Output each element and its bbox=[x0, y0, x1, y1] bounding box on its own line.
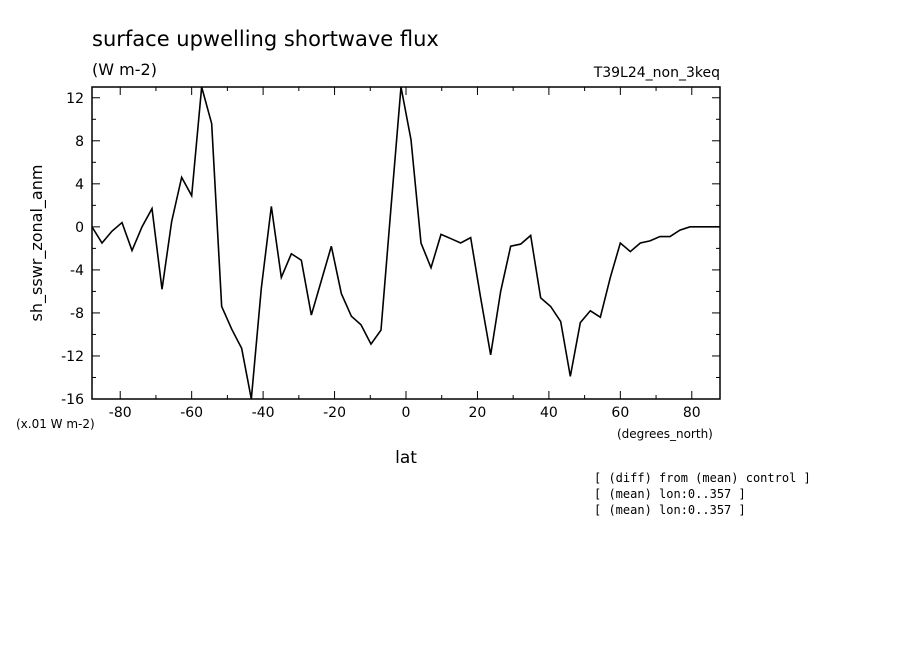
run-label: T39L24_non_3keq bbox=[593, 65, 720, 81]
x-axis-unit: (degrees_north) bbox=[617, 427, 713, 441]
note-mean-2: [ (mean) lon:0..357 ] bbox=[594, 503, 746, 517]
x-tick-label: 40 bbox=[540, 405, 558, 421]
y-tick-label: -4 bbox=[70, 263, 84, 279]
chart-title: surface upwelling shortwave flux bbox=[92, 27, 439, 51]
y-tick-label: 4 bbox=[75, 177, 84, 193]
chart-subtitle: (W m-2) bbox=[92, 60, 157, 79]
x-tick-label: -80 bbox=[109, 405, 132, 421]
y-tick-label: 12 bbox=[66, 91, 84, 107]
y-tick-label: 0 bbox=[75, 220, 84, 236]
y-axis-label: sh_sswr_zonal_anm bbox=[27, 165, 47, 322]
series-line bbox=[91, 86, 720, 400]
y-tick-label: -8 bbox=[70, 306, 84, 322]
x-tick-label: 20 bbox=[469, 405, 487, 421]
y-tick-label: -12 bbox=[61, 349, 84, 365]
x-tick-label: 60 bbox=[611, 405, 629, 421]
note-diff: [ (diff) from (mean) control ] bbox=[594, 471, 811, 485]
x-tick-label: 0 bbox=[402, 405, 411, 421]
x-tick-label: -60 bbox=[180, 405, 203, 421]
note-mean-1: [ (mean) lon:0..357 ] bbox=[594, 487, 746, 501]
y-tick-label: 8 bbox=[75, 134, 84, 150]
x-axis-label: lat bbox=[395, 448, 417, 468]
y-axis-unit: (x.01 W m-2) bbox=[16, 417, 95, 431]
x-tick-label: -20 bbox=[323, 405, 346, 421]
plot-frame bbox=[91, 86, 721, 400]
x-tick-label: 80 bbox=[683, 405, 701, 421]
y-tick-label: -16 bbox=[61, 392, 84, 408]
x-tick-label: -40 bbox=[252, 405, 275, 421]
axis-ticks bbox=[92, 87, 720, 400]
